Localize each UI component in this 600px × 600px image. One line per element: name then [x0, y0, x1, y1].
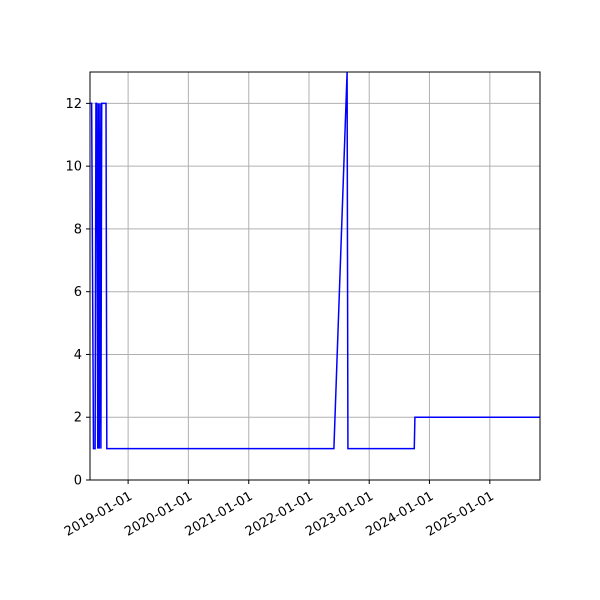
- y-tick-label: 4: [74, 348, 82, 363]
- y-tick-label: 6: [74, 285, 82, 300]
- y-tick-label: 8: [74, 222, 82, 237]
- plot-frame: [89, 71, 541, 481]
- y-tick-label: 0: [74, 474, 82, 489]
- y-tick-label: 12: [65, 97, 82, 112]
- y-tick-label: 2: [74, 411, 82, 426]
- series-line: [90, 71, 540, 450]
- grid: [90, 72, 540, 481]
- series-layer: [90, 71, 540, 450]
- y-axis: 0 2 4 6 8 10 12: [65, 97, 90, 489]
- y-tick-label: 10: [65, 160, 82, 175]
